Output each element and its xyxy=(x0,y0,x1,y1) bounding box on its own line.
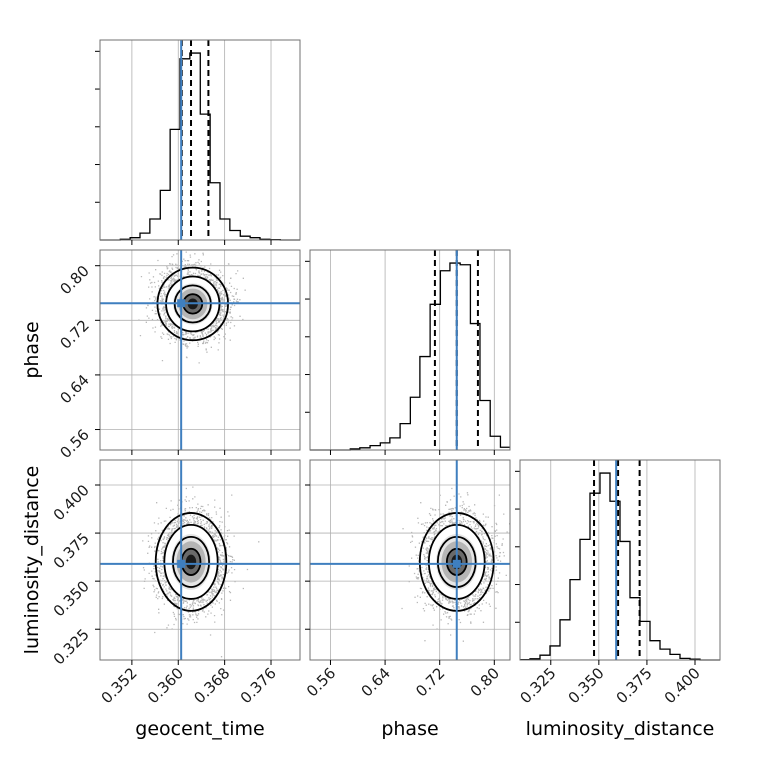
hist-panel-luminosity_distance: 0.325 0.350 0.375 0.400 xyxy=(515,459,721,707)
x-tick-label: 0.80 xyxy=(467,664,503,700)
x-tick-label: 0.376 xyxy=(237,664,280,707)
y-tick-label: 0.375 xyxy=(50,529,93,572)
x-tick-label: 0.56 xyxy=(303,664,339,700)
x-axis-label-0: geocent_time xyxy=(135,718,264,740)
contour-line xyxy=(154,512,228,612)
scatter-panel-phase_vs_geocent_time: 0.56 0.64 0.72 0.80 xyxy=(56,249,301,462)
y-tick-label: 0.56 xyxy=(56,426,92,462)
x-tick-label: 0.325 xyxy=(516,664,559,707)
y-tick-label: 0.400 xyxy=(50,481,93,524)
histogram-phase xyxy=(310,262,510,451)
contour-line xyxy=(172,535,210,588)
scatter-panel-luminosity_distance_vs_geocent_time: 0.352 0.360 0.368 0.376 0.325 0.350 0.375 0.400 xyxy=(50,459,301,707)
y-tick-label: 0.325 xyxy=(50,625,93,668)
y-tick-label: 0.80 xyxy=(56,262,92,298)
panel-frame xyxy=(99,459,301,661)
truth-marker xyxy=(177,559,186,568)
scatter-panel-luminosity_distance_vs_phase: 0.56 0.64 0.72 0.80 xyxy=(303,459,511,700)
histogram-geocent_time xyxy=(100,52,300,241)
density-level xyxy=(185,554,197,570)
panel-frame xyxy=(309,249,511,451)
x-tick-label: 0.72 xyxy=(412,664,448,700)
x-tick-label: 0.375 xyxy=(613,664,656,707)
panel-frame xyxy=(99,39,301,241)
x-tick-label: 0.368 xyxy=(190,664,233,707)
x-tick-label: 0.64 xyxy=(358,664,394,700)
x-tick-label: 0.400 xyxy=(661,664,704,707)
x-tick-label: 0.360 xyxy=(144,664,187,707)
y-axis-label-2: luminosity_distance xyxy=(21,466,43,655)
hist-panel-geocent_time xyxy=(95,39,301,245)
truth-marker xyxy=(452,559,461,568)
y-axis-label-1: phase xyxy=(21,321,43,378)
hist-panel-phase xyxy=(305,249,511,455)
panel-frame xyxy=(99,249,301,451)
y-tick-label: 0.64 xyxy=(56,371,92,407)
y-tick-label: 0.72 xyxy=(56,316,92,352)
contour-line xyxy=(163,524,219,600)
y-tick-label: 0.350 xyxy=(50,577,93,620)
x-axis-label-1: phase xyxy=(381,718,438,740)
x-axis-label-2: luminosity_distance xyxy=(526,718,715,740)
panel-frame xyxy=(519,459,721,661)
truth-marker xyxy=(177,299,186,308)
x-tick-label: 0.350 xyxy=(565,664,608,707)
x-tick-label: 0.352 xyxy=(98,664,141,707)
histogram-luminosity_distance xyxy=(520,472,720,661)
panel-frame xyxy=(309,459,511,661)
